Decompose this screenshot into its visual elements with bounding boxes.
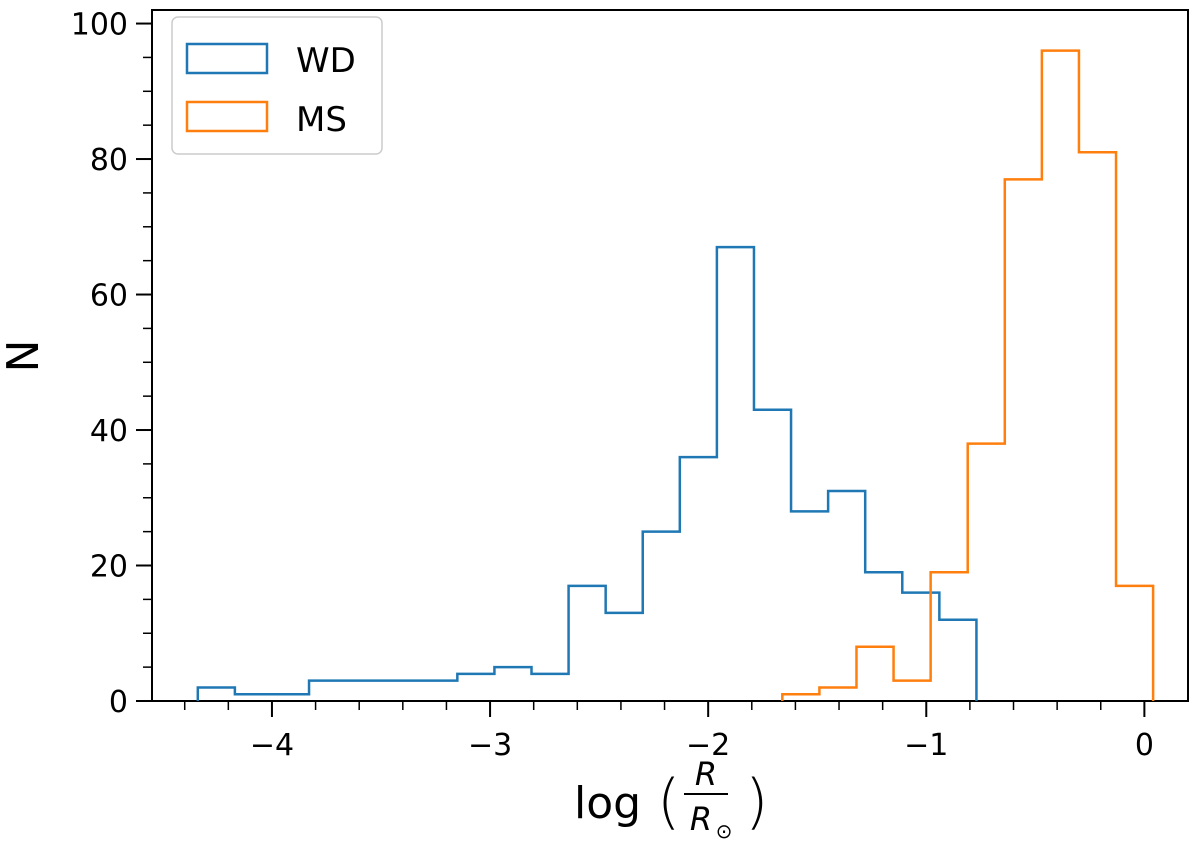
bin-wd-14 [717, 247, 754, 701]
series-layer [196, 49, 1155, 701]
x-tick-label: −2 [686, 728, 730, 763]
bin-ms-7 [1042, 51, 1079, 701]
bin-wd-9 [532, 674, 569, 701]
y-axis-label: N [0, 340, 49, 373]
bin-wd-12 [643, 532, 680, 701]
bin-wd-1 [235, 694, 272, 701]
bin-wd-13 [680, 457, 717, 701]
y-tick-label: 100 [71, 8, 128, 43]
x-axis-label-denominator: R [690, 800, 712, 838]
x-tick-label: 0 [1135, 728, 1154, 763]
series-outline-ms [781, 49, 1155, 701]
y-tick-label: 80 [90, 143, 128, 178]
legend-swatch-wd [185, 42, 269, 75]
plot-frame [151, 9, 1189, 702]
bin-wd-3 [309, 681, 346, 701]
bin-wd-2 [272, 694, 309, 701]
bin-wd-15 [754, 410, 791, 701]
x-tick-label: −3 [468, 728, 512, 763]
x-axis-label: log ( R R ⊙ ) [574, 755, 768, 843]
bin-ms-2 [856, 647, 893, 701]
bin-wd-7 [457, 674, 494, 701]
bin-wd-6 [420, 681, 457, 701]
bin-ms-6 [1005, 179, 1042, 701]
y-axis-ticks: 0 20 40 60 80 100 [71, 8, 152, 720]
x-tick-label: −1 [904, 728, 948, 763]
legend-swatch-ms [185, 100, 269, 133]
x-axis-label-paren-left: ( [657, 767, 680, 837]
bin-wd-11 [606, 613, 643, 701]
bin-ms-5 [968, 444, 1005, 701]
bin-ms-4 [931, 572, 968, 701]
x-axis-label-subscript: ⊙ [716, 819, 733, 843]
bin-ms-0 [782, 694, 819, 701]
x-axis-label-log: log [574, 778, 641, 829]
bin-wd-8 [494, 667, 531, 701]
plot-area [151, 9, 1189, 702]
x-axis-ticks: −4 −3 −2 −1 0 [183, 701, 1154, 763]
bin-wd-10 [569, 586, 606, 701]
y-tick-label: 20 [90, 550, 128, 585]
x-tick-label: −4 [250, 728, 294, 763]
y-tick-label: 60 [90, 279, 128, 314]
x-axis-label-numerator: R [695, 755, 717, 793]
series-wd [196, 245, 978, 701]
legend: WD MS [171, 16, 383, 155]
legend-label-ms: MS [296, 100, 347, 140]
bin-ms-1 [819, 687, 856, 701]
bin-wd-0 [198, 687, 235, 701]
series-outline-wd [196, 245, 978, 701]
bin-ms-8 [1079, 152, 1116, 701]
bin-ms-3 [894, 681, 931, 701]
y-tick-label: 0 [109, 685, 128, 720]
legend-label-wd: WD [296, 41, 356, 81]
bin-wd-5 [383, 681, 420, 701]
legend-frame [171, 16, 383, 155]
x-axis-label-paren-right: ) [745, 767, 768, 837]
bin-wd-4 [346, 681, 383, 701]
bin-wd-16 [791, 511, 828, 701]
y-tick-label: 40 [90, 414, 128, 449]
bin-ms-9 [1116, 586, 1153, 701]
series-ms [781, 49, 1155, 701]
